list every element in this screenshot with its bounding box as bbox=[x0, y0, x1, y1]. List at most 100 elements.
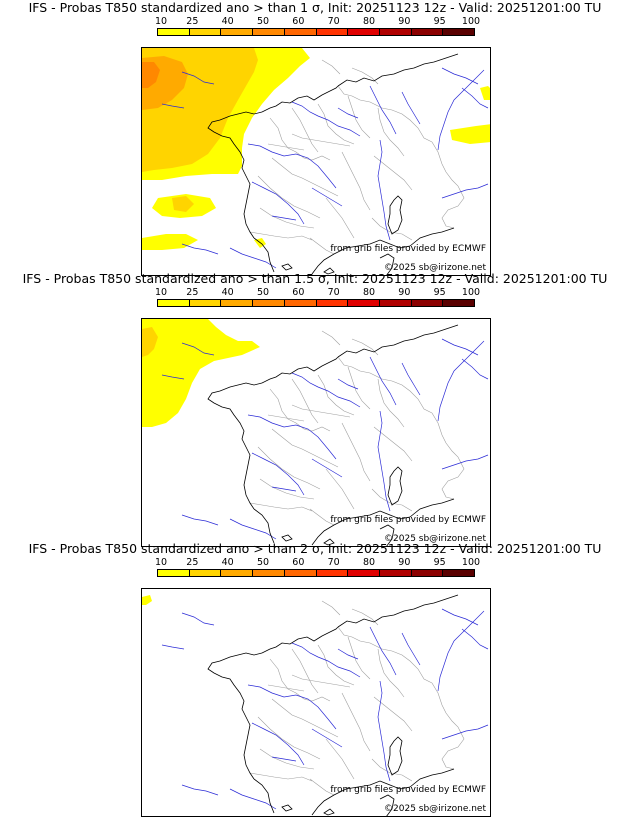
colorbar-tick-label: 10 bbox=[154, 16, 168, 27]
probability-area bbox=[142, 327, 158, 357]
river bbox=[311, 187, 343, 207]
map-canvas bbox=[142, 594, 489, 816]
colorbar-tick-label: 10 bbox=[154, 557, 168, 568]
colorbar-swatch bbox=[379, 300, 412, 306]
colorbar-cells bbox=[157, 28, 475, 36]
coastline-layer bbox=[207, 53, 459, 275]
river bbox=[437, 610, 485, 692]
colorbar-swatch bbox=[221, 300, 254, 306]
colorbar-tick-label: 40 bbox=[221, 557, 234, 568]
admin-border bbox=[347, 366, 371, 410]
admin-border bbox=[325, 738, 355, 780]
source-credit: from grib files provided by ECMWF bbox=[330, 244, 486, 254]
river bbox=[251, 452, 305, 496]
admin-border bbox=[371, 217, 413, 241]
coastline bbox=[409, 227, 455, 247]
river bbox=[161, 103, 185, 109]
river bbox=[271, 215, 297, 221]
colorbar-swatch bbox=[348, 300, 380, 306]
admin-border bbox=[257, 446, 321, 490]
admin-border bbox=[257, 716, 321, 760]
river bbox=[461, 628, 489, 650]
colorbar-swatch bbox=[379, 570, 412, 576]
colorbar-tick-label: 40 bbox=[221, 16, 234, 27]
colorbar-swatch bbox=[284, 29, 317, 35]
colorbar-tick-label: 50 bbox=[256, 557, 270, 568]
france-probability-map: from grib files provided by ECMWF ©2025 s… bbox=[141, 318, 491, 547]
coastline bbox=[323, 538, 335, 546]
copyright-credit: ©2025 sb@irizone.net bbox=[384, 804, 486, 814]
colorbar-swatch bbox=[348, 570, 380, 576]
river bbox=[377, 680, 391, 782]
river bbox=[181, 243, 219, 255]
forecast-panel-1: IFS - Probas T850 standardized ano > tha… bbox=[0, 0, 630, 276]
colorbar-tick-label: 10 bbox=[154, 287, 168, 298]
coastline bbox=[379, 794, 395, 816]
admin-border bbox=[291, 133, 351, 147]
admin-border bbox=[249, 772, 313, 782]
river bbox=[229, 247, 277, 269]
admin-border bbox=[377, 107, 405, 157]
probability-area bbox=[142, 595, 152, 605]
colorbar-swatch bbox=[253, 300, 285, 306]
river bbox=[401, 632, 421, 666]
colorbar-swatch bbox=[221, 570, 254, 576]
colorbar-cells bbox=[157, 299, 475, 307]
colorbar-swatch bbox=[189, 300, 222, 306]
river bbox=[311, 728, 343, 748]
colorbar-swatch bbox=[411, 300, 444, 306]
probability-shading-layer bbox=[142, 48, 490, 250]
colorbar-tick-label: 60 bbox=[292, 16, 305, 27]
river bbox=[401, 91, 421, 125]
colorbar-swatch bbox=[316, 300, 349, 306]
admin-border bbox=[341, 151, 371, 211]
admin-border bbox=[271, 698, 339, 738]
colorbar-swatch bbox=[253, 29, 285, 35]
admin-border bbox=[351, 608, 379, 626]
coastline-layer bbox=[207, 594, 459, 816]
river bbox=[181, 71, 215, 85]
colorbar-tick-label: 90 bbox=[398, 557, 411, 568]
colorbar-labels: 10 25 40 50 60 70 80 90 95 100 bbox=[154, 16, 480, 28]
admin-border bbox=[341, 692, 371, 752]
border-layer bbox=[249, 600, 465, 796]
colorbar-tick-label: 40 bbox=[221, 287, 234, 298]
coastline bbox=[207, 652, 263, 780]
colorbar-swatch bbox=[379, 29, 412, 35]
coastline bbox=[311, 239, 411, 275]
river bbox=[291, 101, 361, 137]
colorbar-tick-label: 90 bbox=[398, 287, 411, 298]
copyright-credit: ©2025 sb@irizone.net bbox=[384, 534, 486, 544]
coastline bbox=[281, 263, 293, 271]
source-credit: from grib files provided by ECMWF bbox=[330, 785, 486, 795]
forecast-panel-3: IFS - Probas T850 standardized ano > tha… bbox=[0, 541, 630, 817]
river bbox=[337, 107, 359, 119]
coastline bbox=[253, 778, 275, 814]
admin-border bbox=[337, 626, 433, 684]
border-layer bbox=[249, 330, 465, 526]
colorbar-tick-label: 80 bbox=[362, 16, 376, 27]
colorbar-tick-label: 60 bbox=[292, 287, 305, 298]
source-credit: from grib files provided by ECMWF bbox=[330, 515, 486, 525]
river bbox=[401, 362, 421, 396]
coastline bbox=[261, 356, 339, 384]
river bbox=[377, 410, 391, 512]
coastline bbox=[379, 524, 395, 546]
admin-border bbox=[337, 356, 433, 414]
probability-area bbox=[142, 234, 198, 250]
coastline-layer bbox=[207, 324, 459, 546]
copyright-credit: ©2025 sb@irizone.net bbox=[384, 263, 486, 273]
admin-border bbox=[249, 502, 313, 512]
river bbox=[441, 67, 479, 85]
admin-border bbox=[269, 117, 331, 161]
river bbox=[437, 69, 485, 151]
admin-border bbox=[321, 59, 341, 75]
colorbar-tick-label: 100 bbox=[461, 287, 481, 298]
map-canvas bbox=[142, 319, 489, 546]
coastline bbox=[409, 768, 455, 788]
river bbox=[291, 642, 361, 678]
coastline bbox=[261, 85, 339, 113]
france-probability-map: from grib files provided by ECMWF ©2025 s… bbox=[141, 588, 491, 817]
colorbar-tick-label: 25 bbox=[186, 287, 199, 298]
admin-border bbox=[347, 95, 371, 139]
